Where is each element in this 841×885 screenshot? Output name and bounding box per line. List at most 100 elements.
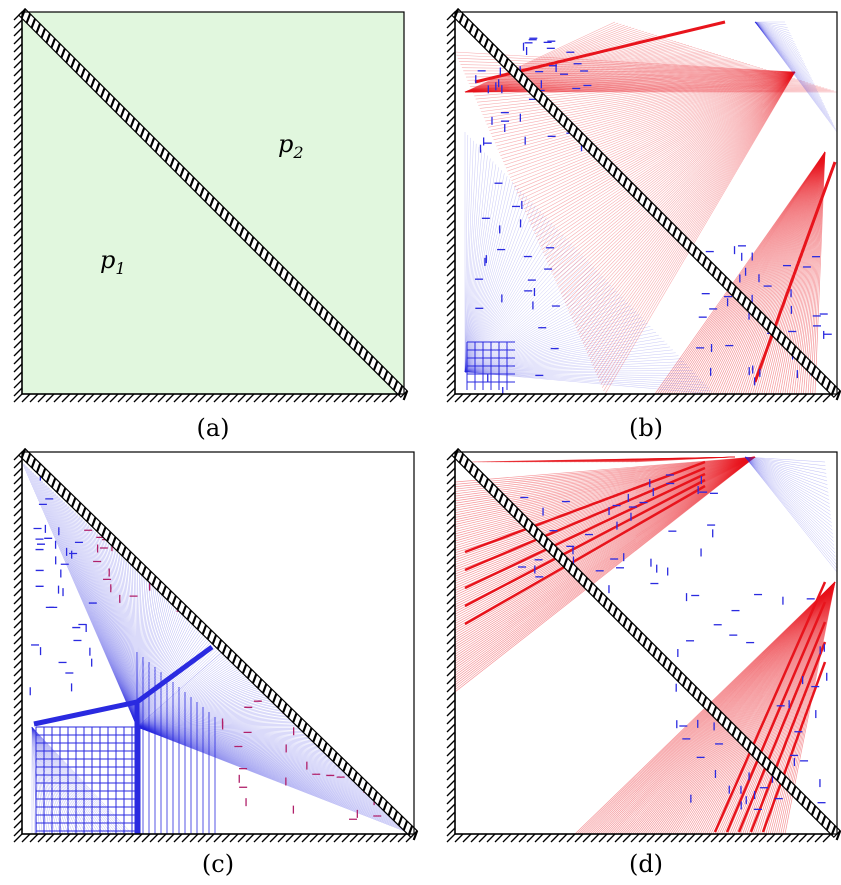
wall-hatch-tick — [245, 393, 255, 403]
ray-line — [536, 71, 796, 238]
ray-line — [464, 55, 722, 93]
ray-line — [464, 217, 547, 373]
wall-hatch-tick — [13, 771, 23, 781]
ray-line — [464, 44, 686, 93]
diagonal-wall-tick — [338, 325, 344, 336]
wall-hatch-tick — [446, 459, 456, 469]
ray-line — [731, 151, 826, 394]
ray-line — [102, 538, 138, 728]
ray-line — [803, 151, 826, 394]
wall-hatch-tick — [197, 833, 207, 843]
wall-hatch-tick — [446, 211, 456, 221]
wall-hatch-tick — [213, 833, 223, 843]
ray-line — [573, 456, 736, 463]
ray-line — [136, 726, 387, 810]
ray-line — [648, 581, 836, 834]
ray-line — [136, 683, 256, 728]
wall-hatch-tick — [261, 833, 271, 843]
ray-line — [85, 522, 138, 728]
panel-a-hatch — [13, 7, 409, 403]
diagonal-wall-tick — [50, 38, 56, 49]
wall-hatch-tick — [13, 675, 23, 685]
diagonal-wall-tick — [592, 147, 599, 158]
diagonal-wall-tick — [701, 696, 708, 707]
diagonal-wall-tick — [701, 256, 708, 267]
wall-hatch-tick — [293, 393, 303, 403]
wall-hatch-tick — [582, 833, 592, 843]
wall-hatch-tick — [13, 379, 23, 389]
ray-line — [754, 21, 806, 65]
diagonal-wall-tick — [627, 182, 633, 193]
ray-line — [518, 71, 796, 197]
ray-line — [69, 507, 138, 728]
ray-line — [464, 73, 780, 93]
ray-line — [455, 456, 756, 655]
ray-line — [464, 371, 710, 389]
ray-line — [31, 726, 61, 834]
ray-line — [537, 71, 796, 241]
ray-line — [490, 71, 796, 134]
ray-line — [136, 726, 365, 789]
caption-a: (a) — [196, 414, 229, 442]
ray-line — [455, 456, 756, 577]
ray-line — [136, 680, 253, 728]
wall-hatch-tick — [13, 667, 23, 677]
wall-hatch-tick — [790, 833, 800, 843]
diagonal-wall-tick — [686, 681, 693, 692]
ray-line — [491, 456, 736, 463]
wall-hatch-tick — [237, 393, 247, 403]
ray-line — [60, 498, 138, 728]
diagonal-wall-tick — [771, 765, 777, 776]
ray-line — [464, 47, 696, 93]
ray-line — [757, 581, 836, 834]
ray-line — [744, 456, 830, 501]
ray-line — [455, 456, 756, 681]
wall-hatch-tick — [13, 203, 23, 213]
ray-line — [744, 456, 832, 520]
ray-line — [136, 726, 361, 786]
ray-line — [136, 726, 331, 757]
ray-line — [464, 64, 751, 93]
ray-line — [508, 71, 796, 175]
diagonal-wall-tick — [587, 142, 594, 153]
ray-line — [499, 456, 736, 463]
wall-hatch-tick — [13, 123, 23, 133]
wall-hatch-tick — [710, 833, 720, 843]
wall-hatch-tick — [301, 393, 311, 403]
diagonal-wall-tick — [691, 246, 698, 257]
ray-line — [754, 21, 832, 121]
diagonal-wall-tick — [761, 756, 767, 766]
diagonal-wall-tick — [111, 536, 117, 547]
ray-line — [754, 21, 826, 107]
ray-line — [455, 456, 756, 570]
wall-hatch-tick — [301, 833, 311, 843]
ray-line — [543, 456, 736, 463]
wall-hatch-tick — [277, 833, 287, 843]
ray-line — [464, 26, 632, 93]
ray-line — [565, 456, 736, 463]
diagonal-wall-tick — [323, 311, 329, 322]
ray-line — [136, 726, 325, 751]
wall-hatch-tick — [446, 787, 456, 797]
wall-hatch-tick — [325, 833, 335, 843]
wall-hatch-tick — [734, 393, 744, 403]
wall-hatch-tick — [446, 811, 456, 821]
ray-line — [464, 264, 592, 373]
ray-line — [455, 456, 756, 686]
ray-line — [455, 456, 756, 539]
shock-line — [725, 601, 827, 833]
ray-line — [31, 726, 48, 834]
diagonal-wall-tick — [337, 756, 343, 767]
ray-line — [512, 456, 736, 463]
ray-line — [768, 151, 826, 394]
ray-line — [754, 21, 795, 42]
ray-line — [457, 57, 796, 73]
wall-hatch-tick — [478, 833, 488, 843]
diagonal-wall-tick — [711, 706, 718, 717]
wall-hatch-tick — [446, 75, 456, 85]
wall-hatch-tick — [446, 123, 456, 133]
ray-line — [464, 29, 641, 93]
wall-hatch-tick — [446, 619, 456, 629]
ray-line — [136, 689, 262, 728]
ray-line — [674, 581, 836, 834]
